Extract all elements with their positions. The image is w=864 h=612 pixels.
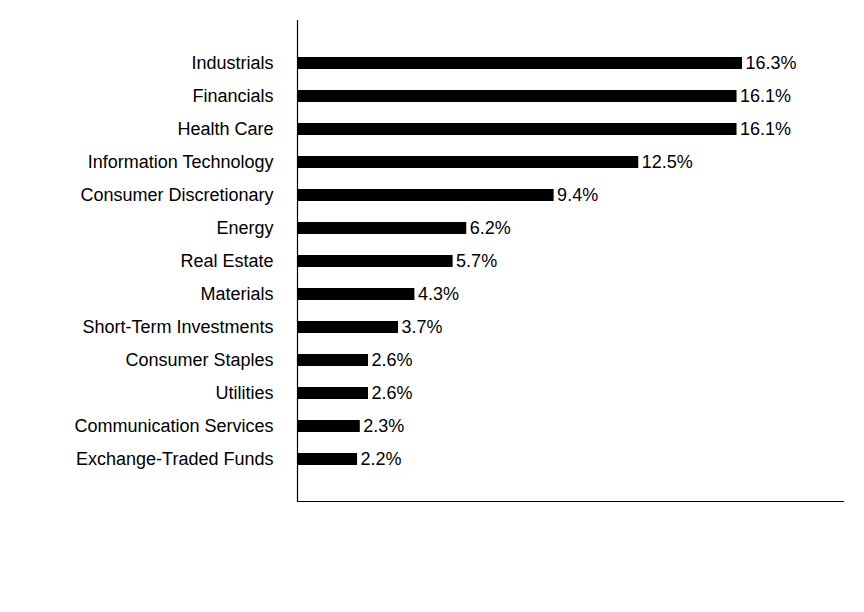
svg-text:2.2%: 2.2% xyxy=(361,449,402,469)
svg-text:16.3%: 16.3% xyxy=(745,53,796,73)
svg-text:12.5%: 12.5% xyxy=(642,152,693,172)
svg-text:Communication Services: Communication Services xyxy=(74,416,273,436)
svg-text:Short-Term Investments: Short-Term Investments xyxy=(82,317,273,337)
svg-text:Energy: Energy xyxy=(216,218,273,238)
svg-text:16.1%: 16.1% xyxy=(740,86,791,106)
svg-text:2.6%: 2.6% xyxy=(371,350,412,370)
svg-text:4.3%: 4.3% xyxy=(418,284,459,304)
svg-text:6.2%: 6.2% xyxy=(470,218,511,238)
svg-text:2.6%: 2.6% xyxy=(371,383,412,403)
svg-text:3.7%: 3.7% xyxy=(402,317,443,337)
svg-text:5.7%: 5.7% xyxy=(456,251,497,271)
svg-text:Utilities: Utilities xyxy=(215,383,273,403)
svg-text:Information Technology: Information Technology xyxy=(88,152,274,172)
svg-text:9.4%: 9.4% xyxy=(557,185,598,205)
svg-text:Exchange-Traded Funds: Exchange-Traded Funds xyxy=(76,449,273,469)
svg-text:Real Estate: Real Estate xyxy=(180,251,273,271)
svg-text:2.3%: 2.3% xyxy=(363,416,404,436)
svg-text:Consumer Discretionary: Consumer Discretionary xyxy=(80,185,273,205)
svg-text:Consumer Staples: Consumer Staples xyxy=(125,350,273,370)
svg-text:16.1%: 16.1% xyxy=(740,119,791,139)
svg-text:Materials: Materials xyxy=(200,284,273,304)
svg-text:Industrials: Industrials xyxy=(191,53,273,73)
svg-text:Health Care: Health Care xyxy=(177,119,273,139)
svg-text:Financials: Financials xyxy=(192,86,273,106)
